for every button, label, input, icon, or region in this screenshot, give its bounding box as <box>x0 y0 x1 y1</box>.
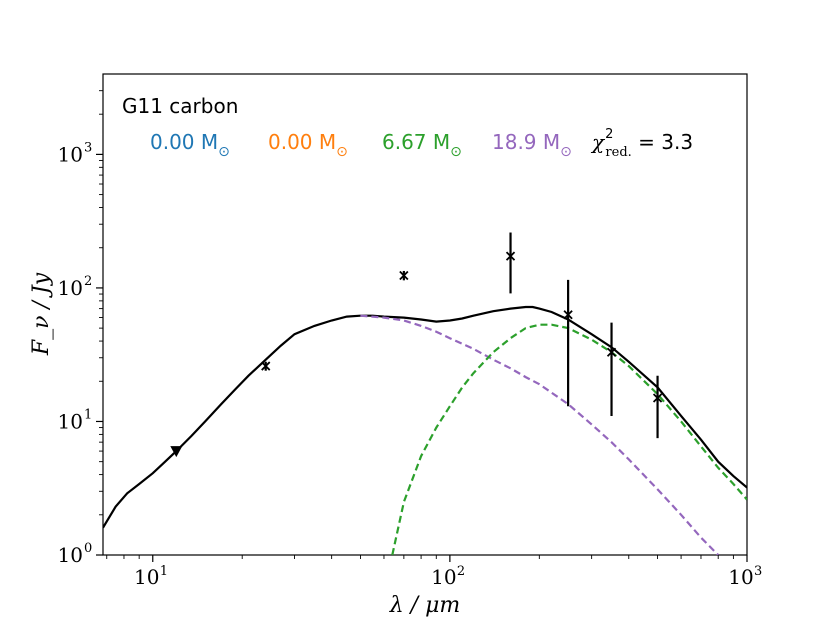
legend: 0.00 M⊙ 0.00 M⊙ 6.67 M⊙ 18.9 M⊙ χ2 red. =… <box>150 127 693 160</box>
x-tick-exponent-2: 2 <box>457 564 465 579</box>
y-axis-label: F_ν / Jy <box>29 272 54 356</box>
y-tick-label-3: 10 <box>58 276 83 300</box>
x-tick-exponent-3: 3 <box>754 564 762 579</box>
plot-frame <box>102 73 748 556</box>
ticks-layer: 10 1 10 2 10 310 010 110 210 3 <box>58 90 762 589</box>
observation-point-4 <box>505 232 516 294</box>
observation-point-1 <box>170 446 183 458</box>
legend-entry-2: 0.00 M⊙ <box>268 130 348 160</box>
y-tick-exponent-2: 1 <box>84 407 92 422</box>
series-line-3 <box>391 323 747 555</box>
x-tick-exponent-1: 1 <box>160 564 168 579</box>
legend-entry-1: 0.00 M⊙ <box>150 130 230 160</box>
x-tick-label-3: 10 <box>728 565 753 589</box>
observation-point-7 <box>652 375 663 439</box>
observations-layer <box>170 232 663 458</box>
observation-point-3 <box>399 270 409 281</box>
observation-point-2 <box>261 361 271 371</box>
y-tick-label-1: 10 <box>58 543 83 567</box>
y-tick-exponent-3: 2 <box>84 274 92 289</box>
chi-squared-label: χ2 red. = 3.3 <box>590 127 693 160</box>
x-tick-label-1: 10 <box>134 565 159 589</box>
x-axis-label: λ / μm <box>389 593 461 618</box>
series-line-2 <box>360 314 719 555</box>
observation-point-6 <box>606 322 617 416</box>
observation-point-5 <box>563 279 573 407</box>
series-layer <box>103 305 747 555</box>
y-tick-exponent-1: 0 <box>84 541 92 556</box>
y-tick-exponent-4: 3 <box>84 140 92 155</box>
y-tick-label-4: 10 <box>58 142 83 166</box>
legend-entry-4: 18.9 M⊙ <box>492 130 572 160</box>
legend-entry-3: 6.67 M⊙ <box>382 130 462 160</box>
y-tick-label-2: 10 <box>58 409 83 433</box>
chart-title: G11 carbon <box>122 94 238 118</box>
series-line-1 <box>103 305 747 529</box>
x-tick-label-2: 10 <box>431 565 456 589</box>
